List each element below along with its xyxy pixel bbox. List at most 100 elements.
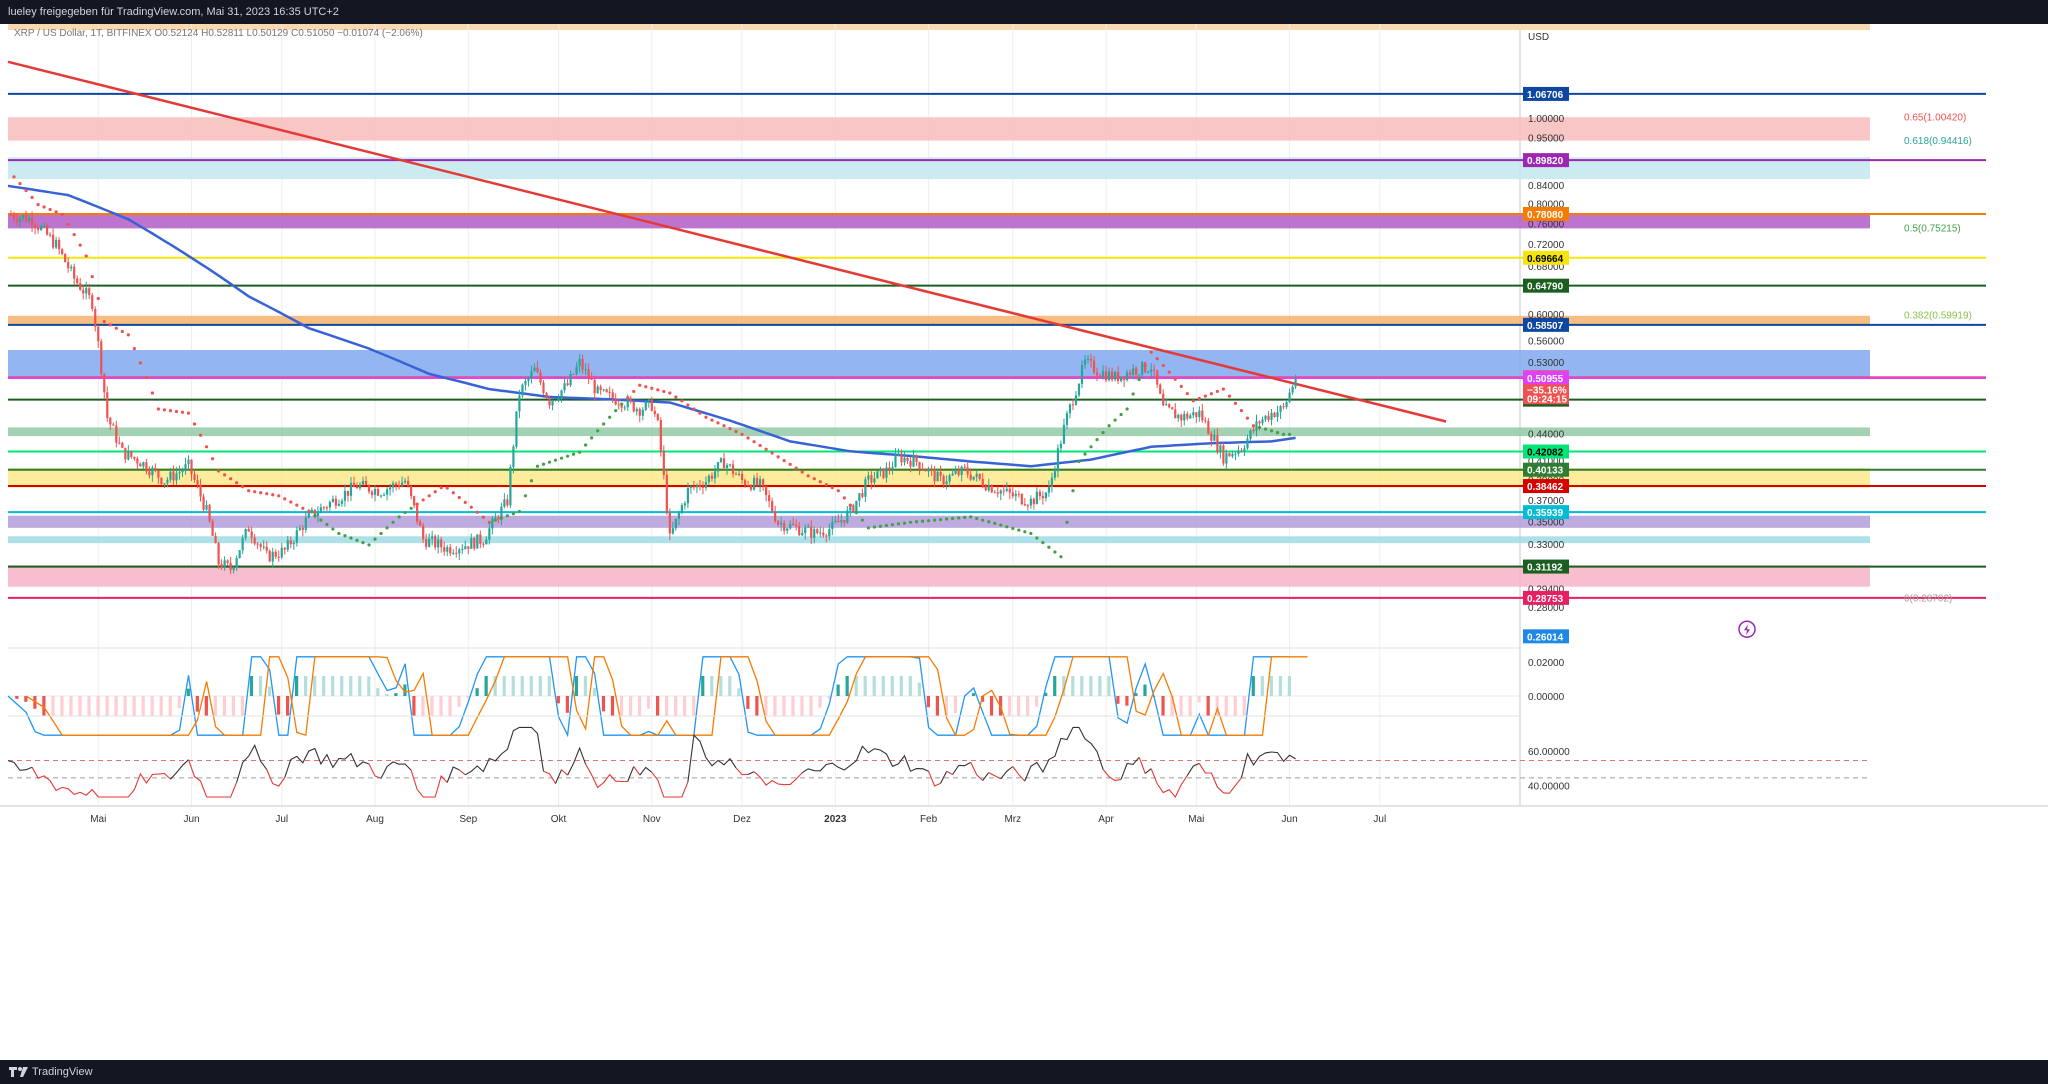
chart-canvas[interactable]: 0.65(1.00420) 0.618(0.94416) 0.5(0.75215) 0…	[0, 24, 2048, 1060]
rsi-line	[1138, 757, 1146, 774]
candle-body	[256, 543, 259, 545]
price-axis-tick: 0.35000	[1528, 517, 1565, 528]
sar-dot	[301, 506, 305, 510]
candle-body	[127, 450, 130, 460]
candle-body	[271, 551, 274, 562]
candle-body	[419, 521, 422, 526]
sar-dot	[78, 243, 82, 247]
sar-dot	[1143, 363, 1147, 368]
macd-histogram-bar	[656, 696, 660, 716]
candle-body	[21, 215, 25, 219]
macd-signal-line	[25, 656, 1308, 737]
macd-histogram-bar	[394, 693, 398, 696]
candle-body	[100, 341, 103, 374]
candle-body	[151, 467, 154, 476]
candle-body	[822, 532, 825, 536]
macd-histogram-bar	[177, 696, 181, 709]
macd-histogram-bar	[935, 696, 939, 716]
candle-body	[413, 496, 416, 506]
candle-body	[145, 462, 148, 472]
candle-body	[524, 380, 527, 385]
candle-body	[608, 391, 611, 393]
sar-dot	[1083, 452, 1087, 456]
candle-body	[449, 547, 452, 554]
rsi-line	[940, 771, 948, 784]
macd-histogram-bar	[15, 696, 19, 699]
macd-histogram-bar	[746, 696, 750, 709]
candle-body	[789, 523, 792, 529]
attribution-bar: lueley freigegeben für TradingView.com, …	[0, 0, 2048, 24]
candle-body	[927, 468, 930, 472]
candle-body	[966, 467, 969, 475]
sar-dot	[325, 522, 329, 527]
macd-histogram-bar	[1080, 676, 1084, 696]
alert-lightning-icon-bolt	[1744, 624, 1750, 636]
candle-body	[593, 379, 596, 394]
sar-dot	[12, 175, 16, 179]
sar-dot	[529, 479, 534, 483]
candle-body	[719, 458, 723, 463]
price-level-tag	[1523, 86, 1569, 101]
candle-body	[443, 547, 446, 552]
macd-histogram-bar	[818, 696, 822, 708]
macd-histogram-bar	[971, 693, 976, 696]
sar-dot	[60, 212, 64, 216]
candle-body	[9, 214, 13, 216]
rsi-line	[1186, 762, 1200, 776]
candle-body	[1279, 406, 1282, 413]
candle-body	[464, 546, 467, 550]
candle-body	[307, 511, 310, 518]
candle-body	[1177, 414, 1180, 419]
sar-dot	[307, 509, 311, 514]
trend-line	[7, 60, 1447, 423]
candle-body	[656, 414, 659, 421]
sar-dot	[24, 188, 28, 193]
sar-dot	[1059, 555, 1063, 559]
sar-dot	[824, 483, 828, 487]
candle-body	[1216, 435, 1219, 452]
macd-histogram-bar	[953, 696, 958, 714]
candle-body	[825, 535, 828, 537]
rsi-line	[970, 762, 984, 781]
price-zone	[8, 315, 1870, 325]
candle-body	[1264, 415, 1267, 420]
candle-body	[422, 525, 425, 540]
candle-body	[1068, 404, 1072, 414]
sar-dot	[1041, 540, 1045, 545]
sar-dot	[662, 389, 666, 394]
candle-body	[223, 560, 226, 568]
chart-area[interactable]: 0.65(1.00420) 0.618(0.94416) 0.5(0.75215) 0…	[0, 24, 2048, 1060]
sar-dot	[788, 462, 792, 466]
candle-body	[1041, 496, 1044, 499]
macd-histogram-bar	[105, 696, 109, 716]
price-zone	[8, 565, 1870, 587]
macd-histogram-bar	[249, 676, 254, 696]
sar-dot	[608, 415, 612, 419]
candle-body	[560, 390, 563, 399]
sar-dot	[1053, 550, 1057, 554]
candle-body	[1204, 420, 1207, 422]
rsi-line	[633, 766, 641, 776]
rsi-line	[1240, 751, 1296, 778]
candle-body	[355, 486, 359, 489]
candle-body	[762, 479, 765, 486]
candle-body	[473, 538, 476, 549]
rsi-line	[567, 746, 587, 776]
candle-body	[241, 537, 244, 551]
sar-dot	[710, 418, 714, 422]
candle-body	[121, 442, 124, 448]
tradingview-logo-icon[interactable]	[8, 1066, 30, 1078]
price-axis-tick: 1.00000	[1528, 114, 1565, 125]
sar-dot	[794, 466, 798, 470]
sar-dot	[740, 432, 744, 436]
price-level-tag	[1523, 462, 1569, 477]
candle-body	[698, 484, 702, 487]
candle-body	[768, 495, 771, 502]
sar-dot	[349, 536, 353, 540]
candle-body	[229, 562, 232, 571]
candle-body	[385, 489, 389, 495]
sar-dot	[1221, 387, 1225, 391]
rsi-axis-tick: 60.00000	[1528, 747, 1570, 758]
candle-body	[391, 483, 395, 488]
sar-dot	[397, 515, 401, 519]
